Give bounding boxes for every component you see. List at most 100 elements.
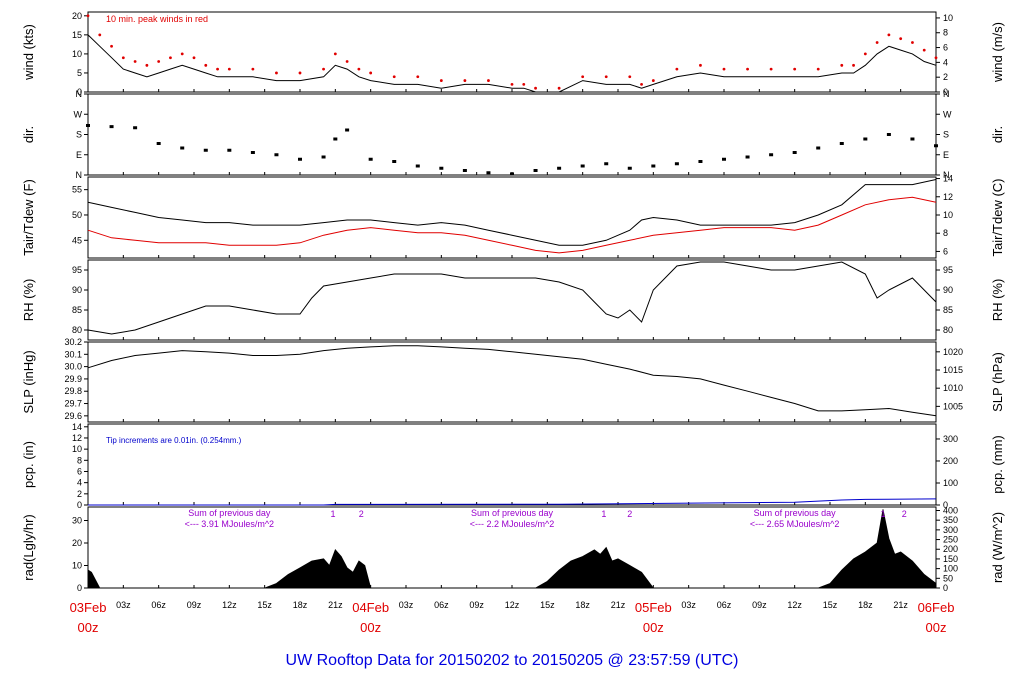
day-label-date: 03Feb: [70, 600, 107, 615]
dir-point: [557, 166, 562, 170]
wind-peak-point: [793, 67, 797, 71]
dir-point: [298, 157, 302, 161]
wind-peak-point: [121, 56, 125, 60]
slp-right-tick-label: 1010: [943, 383, 963, 393]
wind-peak-point: [604, 75, 608, 79]
wind-peak-point: [180, 52, 184, 56]
rad-left-tick-label: 30: [72, 516, 82, 526]
hour-tick-label: 18z: [858, 600, 873, 610]
dir-point: [510, 172, 514, 176]
wind-peak-point: [157, 60, 161, 63]
tair-line: [87, 179, 937, 246]
dir-point: [863, 137, 868, 141]
day-label-time: 00z: [643, 620, 664, 635]
dir-point: [745, 155, 750, 159]
rad-left-tick-label: 10: [72, 561, 82, 571]
wind-peak-point: [640, 82, 643, 86]
temp-right-tick-label: 6: [943, 246, 948, 256]
wind-peak-point: [227, 67, 231, 71]
slp-right-tick-label: 1015: [943, 365, 963, 375]
wind-peak-point: [840, 63, 844, 67]
pcp-left-tick-label: 6: [77, 466, 82, 476]
rad-right-tick-label: 250: [943, 535, 958, 545]
wind-right-tick-label: 4: [943, 57, 948, 67]
slp-right-label: SLP (hPa): [990, 352, 1005, 412]
dir-point: [769, 153, 774, 157]
rad-right-label: rad (W/m^2): [990, 512, 1005, 583]
wind-peak-point: [86, 14, 90, 18]
rh-right-tick-label: 80: [943, 325, 953, 335]
wind-peak-point: [887, 33, 891, 37]
wind-peak-point: [522, 82, 526, 86]
rad-sum-value: <--- 2.65 MJoules/m^2: [750, 519, 840, 529]
rh-left-tick-label: 80: [72, 325, 82, 335]
slp-left-label: SLP (inHg): [21, 350, 36, 413]
wind-right-tick-label: 8: [943, 28, 948, 38]
day-label-date: 06Feb: [918, 600, 955, 615]
hour-tick-label: 06z: [151, 600, 166, 610]
slp-left-tick-label: 30.2: [64, 337, 82, 347]
dir-point: [910, 137, 915, 141]
slp-left-tick-label: 29.6: [64, 411, 82, 421]
dir-point: [227, 148, 232, 152]
wind-series-line: [87, 34, 937, 93]
wind-peak-point: [675, 67, 679, 71]
dir-point: [156, 142, 161, 145]
rh-right-tick-label: 85: [943, 305, 953, 315]
rad-right-tick-label: 400: [943, 505, 958, 515]
dir-point: [886, 133, 891, 136]
slp-left-tick-label: 29.9: [64, 374, 82, 384]
hour-tick-label: 12z: [222, 600, 237, 610]
wind-peak-point: [345, 60, 349, 63]
hour-tick-label: 18z: [575, 600, 590, 610]
wind-peak-point: [98, 33, 102, 37]
rad-left-tick-label: 20: [72, 538, 82, 548]
hour-tick-label: 15z: [823, 600, 838, 610]
rh-right-label: RH (%): [990, 279, 1005, 322]
pcp-annotation: Tip increments are 0.01in. (0.254mm.): [106, 436, 242, 445]
wind-peak-point: [746, 67, 749, 71]
rad-marker: 1: [601, 509, 606, 519]
dir-point: [604, 162, 609, 166]
rh-left-tick-label: 95: [72, 265, 82, 275]
pcp-left-label: pcp. (in): [21, 441, 36, 488]
dir-left-tick-label: N: [76, 89, 83, 99]
dir-point: [627, 166, 632, 170]
rad-marker: 1: [880, 509, 885, 519]
dir-point: [533, 169, 538, 172]
rh-right-tick-label: 95: [943, 265, 953, 275]
temp-right-tick-label: 12: [943, 192, 953, 202]
wind-peak-point: [192, 56, 196, 60]
slp-left-tick-label: 29.8: [64, 386, 82, 396]
wind-peak-point: [333, 52, 337, 56]
dir-right-tick-label: S: [943, 130, 949, 140]
dir-right-tick-label: E: [943, 150, 949, 160]
wind-left-tick-label: 15: [72, 30, 82, 40]
pcp-left-tick-label: 4: [77, 478, 82, 488]
wind-peak-point: [133, 60, 137, 63]
wind-peak-point: [487, 79, 490, 82]
dir-point: [180, 146, 185, 150]
rad-sum-title: Sum of previous day: [754, 508, 837, 518]
wind-right-tick-label: 2: [943, 72, 948, 82]
wind-peak-point: [416, 75, 420, 79]
rad-right-tick-label: 50: [943, 573, 953, 583]
temp-left-label: Tair/Tdew (F): [21, 179, 36, 256]
wind-peak-point: [357, 67, 361, 71]
hour-tick-label: 03z: [399, 600, 414, 610]
pcp-left-tick-label: 0: [77, 500, 82, 510]
dir-point: [651, 164, 656, 168]
slp-left-tick-label: 30.0: [64, 362, 82, 372]
dir-frame: [87, 93, 937, 176]
dir-point: [934, 144, 938, 148]
slp-left-tick-label: 30.1: [64, 349, 82, 359]
slp-frame: [87, 341, 937, 423]
dir-point: [203, 148, 208, 152]
day-label-time: 00z: [78, 620, 99, 635]
dir-left-tick-label: N: [76, 170, 83, 180]
panel-rh: 80 85 90 95 80 85 90 95 RH (%) RH (%): [21, 259, 1005, 341]
hour-tick-label: 18z: [293, 600, 308, 610]
wind-frame: [87, 11, 937, 93]
hour-tick-label: 06z: [434, 600, 449, 610]
